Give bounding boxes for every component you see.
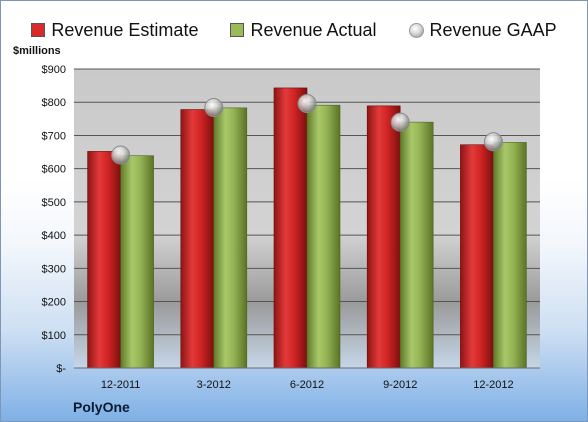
x-tick-label: 3-2012 bbox=[197, 379, 231, 391]
legend-label-estimate: Revenue Estimate bbox=[51, 19, 199, 40]
legend-swatch-estimate bbox=[31, 23, 46, 37]
legend-marker-gaap bbox=[408, 22, 424, 38]
y-tick-label: $600 bbox=[42, 164, 66, 176]
bar-revenue-actual bbox=[493, 142, 527, 369]
bars bbox=[87, 87, 527, 369]
x-tick-label: 6-2012 bbox=[290, 379, 324, 391]
marker-revenue-gaap bbox=[390, 112, 410, 132]
bar-revenue-actual bbox=[399, 121, 434, 369]
legend-item-actual: Revenue Actual bbox=[230, 19, 377, 41]
company-name: PolyOne bbox=[73, 399, 130, 415]
legend-swatch-actual bbox=[230, 23, 245, 37]
marker-revenue-gaap bbox=[297, 94, 317, 114]
x-tick-label: 12-2011 bbox=[101, 379, 141, 391]
y-tick-label: $700 bbox=[42, 130, 66, 142]
bar-revenue-actual bbox=[306, 104, 341, 369]
bar-revenue-estimate bbox=[273, 87, 308, 369]
x-tick-label: 9-2012 bbox=[383, 379, 417, 391]
gaap-markers bbox=[111, 94, 503, 165]
bar-revenue-estimate bbox=[87, 151, 121, 369]
bar-revenue-actual bbox=[120, 155, 154, 369]
legend-item-gaap: Revenue GAAP bbox=[408, 19, 557, 41]
bar-revenue-estimate bbox=[180, 109, 215, 369]
y-axis-units-label: $millions bbox=[13, 45, 61, 57]
legend-label-gaap: Revenue GAAP bbox=[429, 19, 557, 40]
y-tick-label: $400 bbox=[42, 230, 66, 242]
legend-item-estimate: Revenue Estimate bbox=[31, 20, 198, 41]
y-tick-label: $900 bbox=[42, 64, 66, 76]
marker-revenue-gaap bbox=[204, 98, 224, 118]
bar-revenue-estimate bbox=[460, 144, 494, 369]
y-tick-label: $500 bbox=[42, 197, 66, 209]
bar-revenue-estimate bbox=[366, 105, 401, 369]
marker-revenue-gaap bbox=[483, 132, 503, 152]
y-tick-label: $200 bbox=[42, 297, 66, 309]
marker-revenue-gaap bbox=[111, 145, 131, 165]
y-tick-label: $100 bbox=[42, 330, 66, 342]
y-tick-label: $800 bbox=[42, 97, 66, 109]
x-tick-label: 12-2012 bbox=[473, 379, 513, 391]
bar-revenue-actual bbox=[213, 107, 248, 369]
y-tick-label: $- bbox=[56, 363, 66, 375]
legend-label-actual: Revenue Actual bbox=[250, 19, 377, 40]
y-axis-ticks: $- $100 $200 $300 $400 $500 $600 $700 $800 $900 bbox=[42, 64, 67, 375]
chart-legend: Revenue Estimate Revenue Actual Revenue … bbox=[1, 15, 587, 45]
y-tick-label: $300 bbox=[42, 263, 66, 275]
x-axis-ticks: 12-2011 3-2012 6-2012 9-2012 12-2012 bbox=[101, 379, 514, 391]
